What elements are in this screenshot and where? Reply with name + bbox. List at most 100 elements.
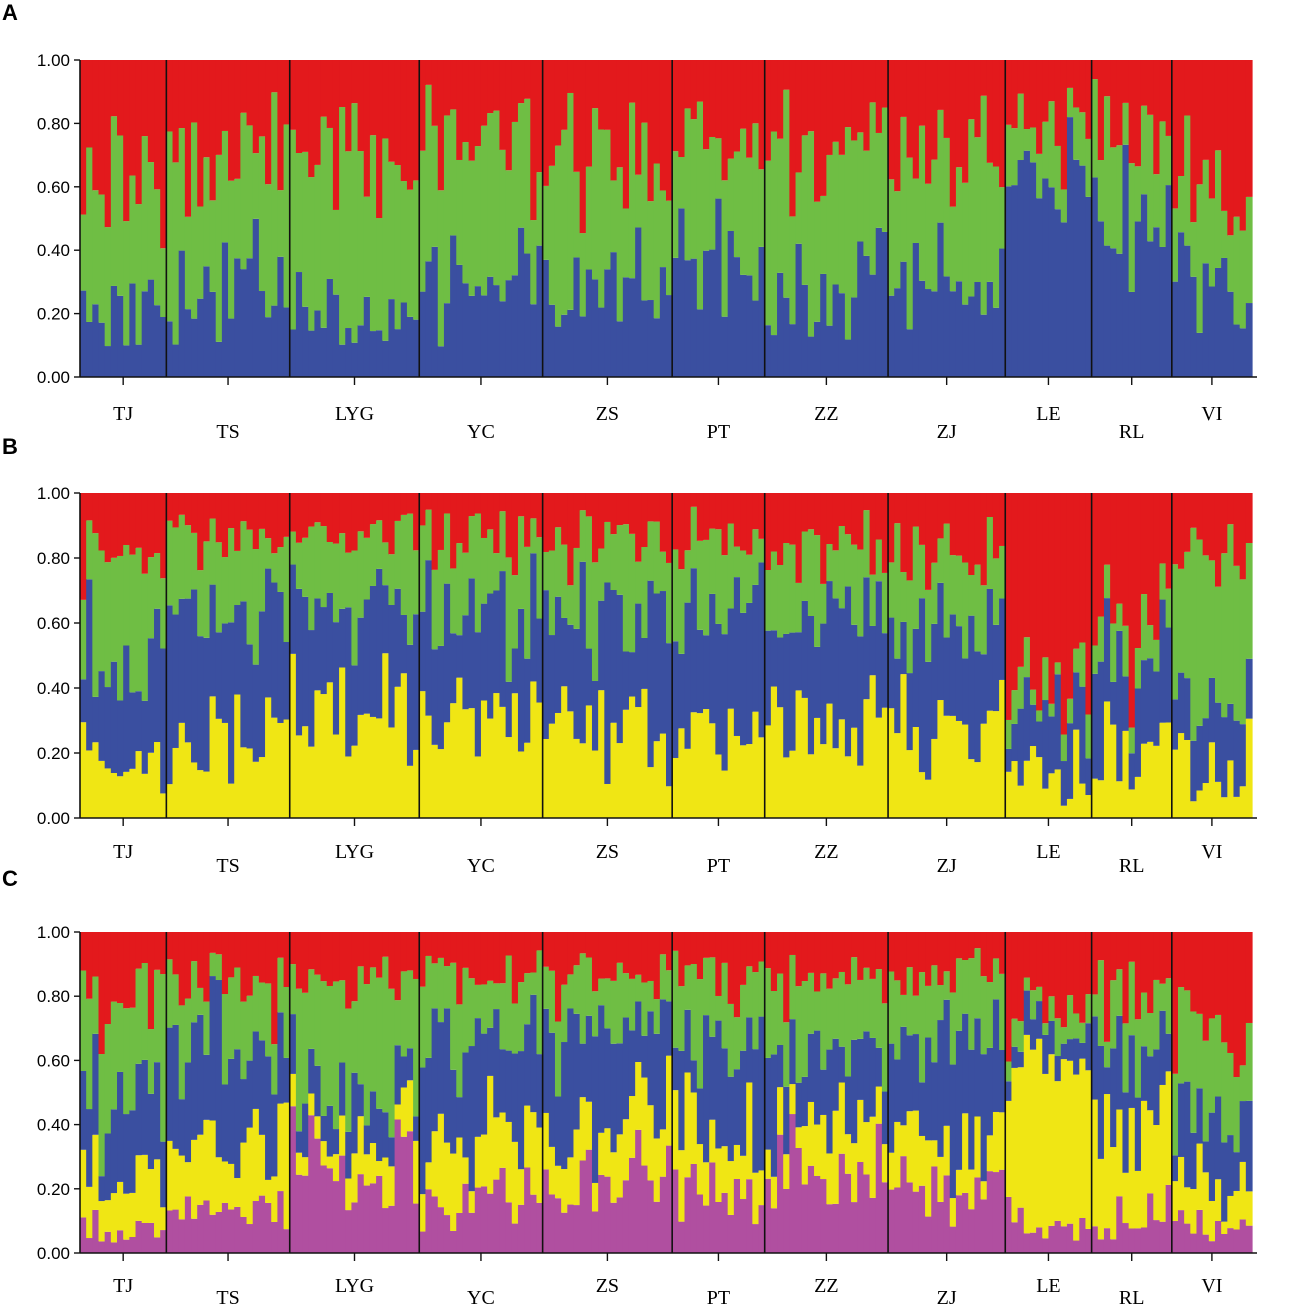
bar-segment-blue	[1227, 291, 1235, 377]
bar-segment-blue	[505, 280, 513, 377]
bar-segment-red	[1023, 932, 1031, 978]
bar-segment-yellow	[474, 756, 482, 818]
bar-segment-green	[172, 527, 180, 615]
bar-segment-green	[450, 568, 457, 634]
bar-segment-red	[1196, 932, 1204, 1014]
bar-segment-blue	[851, 1039, 858, 1144]
bar-segment-red	[246, 932, 254, 996]
bar-segment-green	[332, 543, 340, 623]
bar-segment-green	[752, 972, 760, 1050]
bar-segment-red	[1060, 932, 1068, 1028]
bar-segment-yellow	[764, 725, 772, 818]
bar-segment-red	[326, 932, 334, 986]
bar-segment-blue	[974, 651, 982, 763]
bar-segment-blue	[807, 616, 815, 755]
bar-segment-green	[98, 550, 106, 672]
bar-segment-yellow	[807, 754, 815, 818]
bar-segment-red	[141, 60, 149, 137]
bar-segment-red	[110, 932, 118, 1002]
bar-segment-yellow	[758, 1170, 766, 1206]
bar-segment-blue	[875, 1047, 883, 1087]
bar-segment-yellow	[875, 717, 883, 818]
bar-segment-yellow	[524, 742, 531, 818]
bar-segment-blue	[209, 976, 217, 1121]
bar-segment-blue	[709, 593, 716, 724]
bar-segment-blue	[721, 1048, 729, 1147]
bar-segment-red	[1116, 493, 1124, 604]
bar-segment-green	[443, 966, 451, 1009]
bar-segment-red	[308, 932, 315, 970]
bar-segment-green	[684, 965, 692, 1010]
bar-segment-red	[234, 932, 241, 968]
bar-segment-red	[203, 932, 211, 1002]
bar-segment-red	[1214, 932, 1222, 1015]
bar-segment-red	[1177, 60, 1185, 177]
bar-segment-green	[184, 525, 192, 599]
bar-segment-green	[672, 151, 679, 258]
bar-segment-green	[548, 550, 556, 636]
bar-segment-blue	[585, 1015, 593, 1102]
bar-segment-green	[240, 1001, 248, 1080]
bar-segment-green	[826, 154, 834, 326]
bar-segment-green	[1097, 160, 1105, 222]
population-label-pt: PT	[707, 855, 730, 877]
bar-segment-red	[154, 493, 161, 554]
bar-segment-blue	[1221, 257, 1228, 377]
bar-segment-green	[647, 201, 655, 301]
bar-segment-red	[1153, 932, 1161, 980]
bar-segment-blue	[129, 692, 137, 769]
bar-segment-red	[1060, 60, 1068, 190]
bar-segment-yellow	[1036, 1038, 1043, 1228]
bar-segment-purple	[863, 1174, 871, 1253]
bar-segment-blue	[727, 230, 735, 377]
bar-segment-yellow	[431, 744, 439, 818]
bar-segment-green	[542, 966, 550, 1009]
bar-segment-blue	[622, 277, 630, 377]
bar-segment-red	[1153, 60, 1161, 175]
bar-segment-blue	[703, 250, 710, 377]
bar-segment-blue	[493, 1009, 501, 1118]
bar-segment-yellow	[147, 1169, 155, 1223]
bar-segment-blue	[931, 291, 939, 377]
bar-segment-blue	[542, 1008, 550, 1113]
bar-segment-yellow	[561, 686, 568, 818]
bar-segment-blue	[1011, 1046, 1019, 1068]
bar-segment-purple	[752, 1224, 760, 1253]
bar-segment-green	[283, 124, 291, 308]
bar-segment-blue	[524, 658, 531, 743]
bar-segment-blue	[228, 622, 235, 784]
bar-segment-red	[894, 932, 901, 981]
bar-segment-green	[548, 970, 556, 1033]
bar-segment-blue	[388, 604, 396, 728]
bar-segment-blue	[1147, 241, 1154, 377]
bar-segment-green	[641, 982, 649, 1036]
bar-segment-purple	[308, 1115, 315, 1253]
bar-segment-blue	[647, 580, 655, 768]
bar-segment-green	[1103, 96, 1111, 246]
bar-segment-red	[289, 60, 297, 130]
bar-segment-yellow	[894, 1121, 901, 1188]
population-label-le: LE	[1036, 403, 1060, 425]
bar-segment-yellow	[567, 711, 575, 818]
bar-segment-green	[1079, 1022, 1087, 1043]
bar-segment-blue	[147, 279, 155, 377]
bar-segment-blue	[1245, 303, 1253, 377]
bar-segment-yellow	[758, 737, 766, 818]
bar-segment-blue	[666, 643, 673, 787]
bar-segment-blue	[881, 1091, 889, 1145]
bar-segment-red	[980, 932, 988, 977]
bar-segment-blue	[1196, 725, 1204, 791]
bar-segment-yellow	[542, 1112, 550, 1170]
bar-segment-red	[554, 60, 562, 146]
y-tick-label: 0.20	[37, 744, 70, 763]
bar-segment-yellow	[1122, 1172, 1130, 1224]
bar-segment-blue	[215, 980, 223, 1158]
bar-segment-yellow	[1233, 796, 1241, 818]
bar-segment-red	[1103, 932, 1111, 1042]
bar-segment-red	[943, 60, 951, 138]
bar-segment-green	[807, 529, 815, 616]
bar-segment-yellow	[838, 719, 846, 818]
population-label-rl: RL	[1119, 855, 1145, 877]
bar-segment-blue	[530, 994, 538, 1113]
bar-segment-blue	[1239, 1101, 1247, 1162]
